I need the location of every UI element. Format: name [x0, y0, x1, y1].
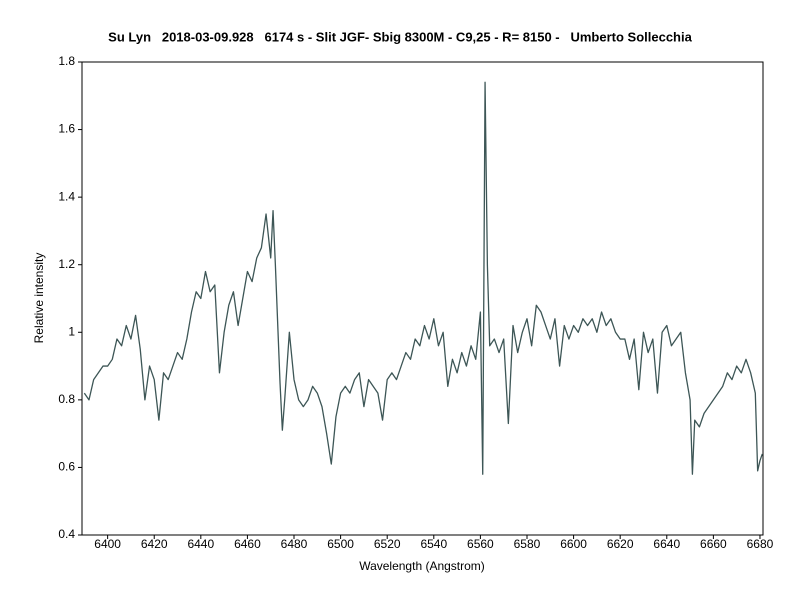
x-tick-label: 6660: [700, 537, 727, 551]
y-tick-label: 1.4: [58, 189, 75, 203]
x-tick-label: 6580: [514, 537, 541, 551]
y-tick-label: 0.4: [58, 527, 75, 541]
x-tick-label: 6500: [327, 537, 354, 551]
x-tick-label: 6400: [94, 537, 121, 551]
y-tick-label: 0.6: [58, 460, 75, 474]
x-tick-label: 6640: [653, 537, 680, 551]
x-tick-label: 6680: [747, 537, 774, 551]
y-tick-label: 1.2: [58, 257, 75, 271]
x-tick-label: 6520: [374, 537, 401, 551]
plot-frame: [81, 61, 764, 536]
x-tick-label: 6460: [234, 537, 261, 551]
y-tick-label: 1: [68, 324, 75, 338]
x-tick-label: 6620: [607, 537, 634, 551]
x-axis-label: Wavelength (Angstrom): [359, 559, 485, 573]
y-axis-label: Relative intensity: [32, 253, 46, 344]
y-tick-label: 0.8: [58, 392, 75, 406]
x-tick-label: 6560: [467, 537, 494, 551]
x-tick-label: 6480: [281, 537, 308, 551]
y-tick-label: 1.6: [58, 122, 75, 136]
x-tick-label: 6440: [187, 537, 214, 551]
x-tick-label: 6420: [141, 537, 168, 551]
y-tick-label: 1.8: [58, 54, 75, 68]
chart-title: Su Lyn 2018-03-09.928 6174 s - Slit JGF-…: [108, 29, 692, 44]
x-tick-label: 6600: [560, 537, 587, 551]
x-tick-label: 6540: [420, 537, 447, 551]
spectrum-line: [83, 81, 763, 475]
